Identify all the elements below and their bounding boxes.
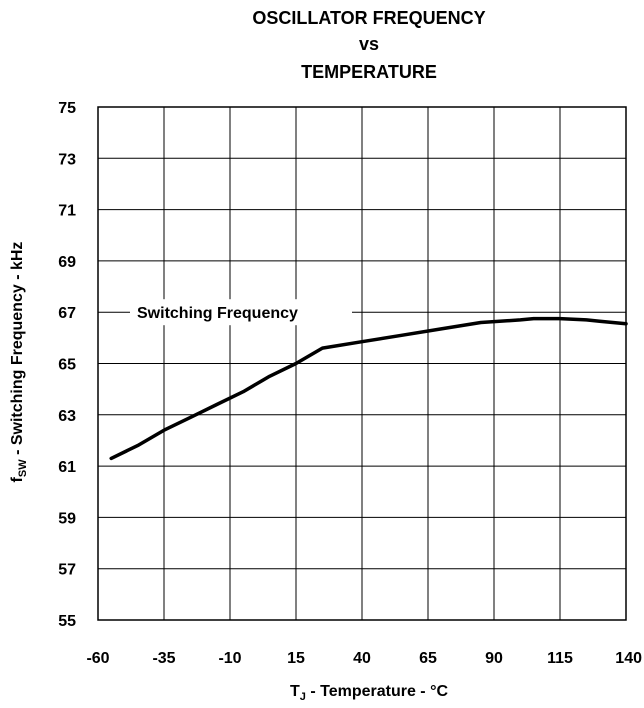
x-tick-label: -35 [152,650,175,667]
x-tick-label: 115 [547,650,573,667]
x-tick-label: 140 [615,650,642,667]
x-tick-label: 40 [353,650,371,667]
y-tick-label: 57 [58,562,76,579]
title-line-2: vs [359,34,379,54]
title-line-3: TEMPERATURE [301,62,437,82]
x-tick-label: 65 [419,650,437,667]
y-tick-label: 67 [58,305,76,322]
y-tick-label: 55 [58,613,76,630]
y-axis-label: fSW - Switching Frequency - kHz [9,242,29,483]
y-tick-label: 71 [58,203,76,220]
x-tick-label: -10 [218,650,241,667]
y-tick-label: 65 [58,357,76,374]
y-tick-label: 61 [58,459,76,476]
y-tick-label: 69 [58,254,76,271]
x-tick-label: 90 [485,650,503,667]
annotation-label: Switching Frequency [137,305,298,322]
x-axis-label: TJ - Temperature - °C [290,683,448,703]
plot-frame [97,106,627,621]
y-tick-label: 73 [58,151,76,168]
x-tick-label: 15 [287,650,305,667]
series-line-switching-frequency [109,316,628,461]
y-tick-label: 59 [58,510,76,527]
chart-title: OSCILLATOR FREQUENCY vs TEMPERATURE [252,8,485,82]
y-tick-label: 75 [58,100,76,117]
series-annotation: Switching Frequency [130,299,352,326]
x-tick-labels: -60 -35 -10 15 40 65 90 115 140 [86,650,642,667]
y-tick-label: 63 [58,408,76,425]
x-tick-label: -60 [86,650,109,667]
grid [97,106,627,621]
y-tick-labels: 75 73 71 69 67 65 63 61 59 57 55 [58,100,76,630]
title-line-1: OSCILLATOR FREQUENCY [252,8,485,28]
annotation-background [130,299,352,326]
